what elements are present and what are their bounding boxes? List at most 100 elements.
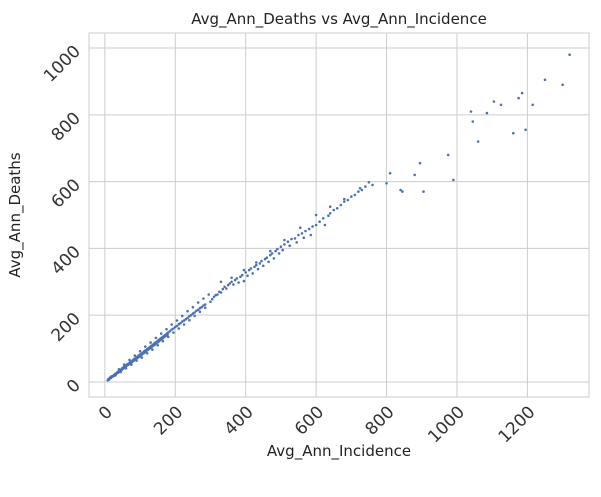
data-point <box>216 293 219 296</box>
data-point <box>242 279 246 283</box>
x-tick-label: 0 <box>95 402 117 424</box>
data-point <box>256 267 260 271</box>
data-point <box>452 178 455 182</box>
y-tick-label: 800 <box>48 108 85 145</box>
data-point <box>311 225 314 228</box>
data-point <box>161 339 165 343</box>
data-point <box>240 273 244 277</box>
data-point <box>335 207 339 210</box>
data-point <box>165 327 168 331</box>
x-tick-label: 1000 <box>424 402 469 447</box>
plot-frame <box>88 32 590 398</box>
data-point <box>210 297 214 301</box>
data-point <box>138 349 142 353</box>
data-point <box>385 182 388 185</box>
data-point <box>422 190 425 193</box>
data-point <box>314 223 318 227</box>
plot-background <box>89 33 589 397</box>
y-tick-label: 1000 <box>40 42 85 87</box>
data-point <box>254 261 258 264</box>
data-point <box>249 267 253 270</box>
data-point <box>237 281 240 284</box>
x-tick-label: 1200 <box>495 402 540 447</box>
data-points <box>106 53 571 382</box>
data-point <box>175 324 179 328</box>
data-point <box>543 78 547 82</box>
data-point <box>269 253 272 257</box>
data-point <box>343 197 346 201</box>
data-point <box>179 321 182 325</box>
data-point <box>232 283 235 286</box>
data-point <box>145 352 149 355</box>
data-point <box>339 203 343 207</box>
data-point <box>314 213 318 217</box>
data-point <box>154 336 158 340</box>
data-point <box>286 240 290 243</box>
data-point <box>327 214 330 217</box>
data-point <box>262 264 265 268</box>
data-point <box>512 131 515 135</box>
data-point <box>302 236 306 239</box>
data-point <box>166 335 170 339</box>
data-point <box>117 368 121 371</box>
data-point <box>253 265 256 269</box>
data-point <box>367 181 371 184</box>
data-point <box>230 280 233 284</box>
data-point <box>202 297 205 300</box>
data-point <box>226 283 230 287</box>
data-point <box>485 111 489 115</box>
data-point <box>149 341 152 344</box>
data-point <box>267 260 270 264</box>
data-point <box>300 232 304 235</box>
data-point <box>130 363 133 366</box>
y-tick-label: 400 <box>48 242 85 279</box>
data-point <box>260 259 263 263</box>
data-point <box>186 309 189 313</box>
x-tick-label: 200 <box>150 402 187 439</box>
x-axis-label: Avg_Ann_Incidence <box>267 442 411 461</box>
data-point <box>251 272 254 275</box>
data-point <box>561 83 564 87</box>
data-point <box>531 103 534 107</box>
y-tick-label: 600 <box>48 175 85 212</box>
data-point <box>418 161 422 165</box>
data-point <box>193 314 196 318</box>
data-point <box>469 110 473 113</box>
data-point <box>191 305 195 309</box>
data-point <box>279 245 283 248</box>
data-point <box>219 280 223 284</box>
data-point <box>321 217 325 220</box>
data-point <box>288 244 292 247</box>
data-point <box>219 291 223 294</box>
data-point <box>200 305 203 309</box>
data-point <box>307 227 311 231</box>
data-point <box>357 190 360 193</box>
data-point <box>175 319 179 322</box>
data-point <box>276 247 279 251</box>
data-point <box>144 345 147 348</box>
data-point <box>318 220 321 223</box>
data-point <box>247 268 251 272</box>
data-point <box>133 354 137 357</box>
data-point <box>517 96 520 100</box>
data-point <box>332 208 336 212</box>
data-point <box>135 359 138 362</box>
data-point <box>283 238 286 242</box>
data-point <box>122 363 126 366</box>
y-tick-label: 0 <box>63 376 85 398</box>
data-point <box>225 287 228 290</box>
y-gridlines <box>89 47 589 383</box>
data-point <box>196 308 200 312</box>
data-point <box>476 140 480 143</box>
data-point <box>114 374 117 377</box>
data-point <box>170 323 173 326</box>
data-point <box>172 331 175 334</box>
data-point <box>209 300 212 304</box>
y-tick-labels: 0 200 400 600 800 1000 <box>40 42 85 398</box>
data-point <box>364 185 367 188</box>
data-point <box>328 205 332 208</box>
data-point <box>166 331 170 334</box>
data-point <box>246 274 249 278</box>
data-point <box>182 323 186 326</box>
data-point <box>353 193 357 197</box>
